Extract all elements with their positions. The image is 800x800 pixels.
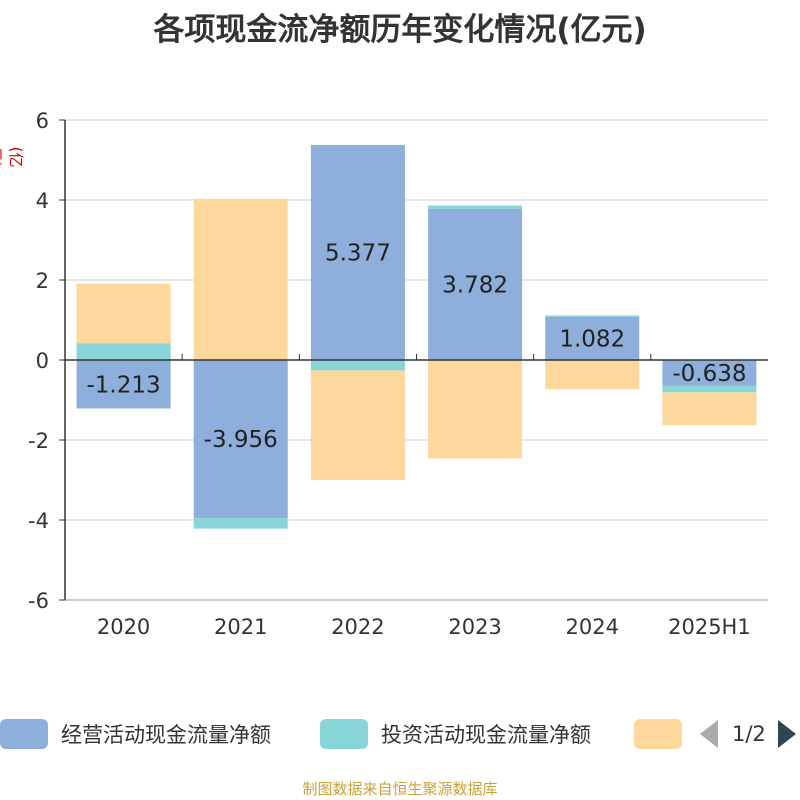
y-tick-label: 6	[36, 109, 49, 133]
x-tick-label: 2020	[97, 615, 150, 639]
legend-swatch-investing	[320, 719, 368, 749]
legend-swatch-operating	[0, 719, 48, 749]
y-tick-label: 0	[36, 349, 49, 373]
y-tick-label: 4	[36, 189, 49, 213]
bar-segment-s2-2023[interactable]	[428, 360, 523, 459]
bar-segment-s2-2025H1[interactable]	[662, 392, 757, 426]
x-tick-label: 2023	[448, 615, 501, 639]
source-note: 制图数据来自恒生聚源数据库	[302, 780, 498, 798]
x-tick-label: 2024	[566, 615, 619, 639]
chart-title: 各项现金流净额历年变化情况(亿元)	[153, 12, 647, 48]
legend-swatch-third	[634, 719, 682, 749]
bar-segment-s1-2023[interactable]	[428, 205, 523, 209]
data-label-2020: -1.213	[87, 372, 161, 398]
y-tick-label: 2	[36, 269, 49, 293]
y-tick-label: -6	[28, 589, 49, 613]
bar-segment-s0-2021[interactable]	[193, 360, 288, 519]
bars	[76, 144, 757, 529]
pager-next-icon[interactable]	[777, 720, 796, 748]
bar-segment-s0-2025H1[interactable]	[662, 360, 757, 386]
pager-prev-icon[interactable]	[700, 720, 718, 748]
x-tick-label: 2021	[214, 615, 267, 639]
bar-segment-s1-2024[interactable]	[545, 315, 640, 317]
legend-item-operating[interactable]: 经营活动现金流量净额	[0, 716, 271, 752]
bar-segment-s0-2024[interactable]	[545, 316, 640, 360]
legend: 经营活动现金流量净额 投资活动现金流量净额 1/2	[0, 716, 800, 756]
bar-segment-s1-2020[interactable]	[76, 343, 171, 360]
legend-label-investing: 投资活动现金流量净额	[381, 723, 591, 747]
bar-segment-s2-2020[interactable]	[76, 283, 171, 344]
data-label-2021: -3.956	[204, 427, 278, 453]
y-tick-label: -2	[28, 429, 49, 453]
bar-segment-s0-2020[interactable]	[76, 360, 171, 409]
data-label-2025H1: -0.638	[672, 361, 746, 387]
axes: 6 4 2 0 -2 -4 -6 2020 2021 2022 2023 2024 2025H1	[28, 109, 768, 639]
bar-segment-s1-2022[interactable]	[310, 360, 405, 371]
legend-item-third[interactable]	[634, 716, 682, 752]
legend-pager: 1/2	[700, 716, 796, 752]
bar-segment-s0-2022[interactable]	[310, 144, 405, 360]
bar-segment-s0-2023[interactable]	[428, 208, 523, 360]
legend-item-investing[interactable]: 投资活动现金流量净额	[320, 716, 591, 752]
legend-label-operating: 经营活动现金流量净额	[61, 723, 271, 747]
bar-segment-s1-2025H1[interactable]	[662, 385, 757, 393]
x-tick-label: 2022	[331, 615, 384, 639]
data-label-2023: 3.782	[442, 272, 508, 298]
bar-segment-s2-2022[interactable]	[310, 370, 405, 480]
data-labels: -1.213 -3.956 5.377 3.782 1.082 -0.638	[87, 240, 747, 453]
data-label-2024: 1.082	[559, 326, 625, 352]
x-tick-label: 2025H1	[668, 615, 751, 639]
data-label-2022: 5.377	[325, 240, 391, 266]
chart-plot: 6 4 2 0 -2 -4 -6 2020 2021 2022 2023 2024 2025H1 -1.…	[28, 109, 768, 639]
bar-segment-s1-2021[interactable]	[193, 518, 288, 529]
bar-segment-s2-2024[interactable]	[545, 360, 640, 390]
bar-segment-s2-2021[interactable]	[193, 198, 288, 360]
y-tick-label: -4	[28, 509, 49, 533]
pager-page-text: 1/2	[732, 722, 766, 746]
